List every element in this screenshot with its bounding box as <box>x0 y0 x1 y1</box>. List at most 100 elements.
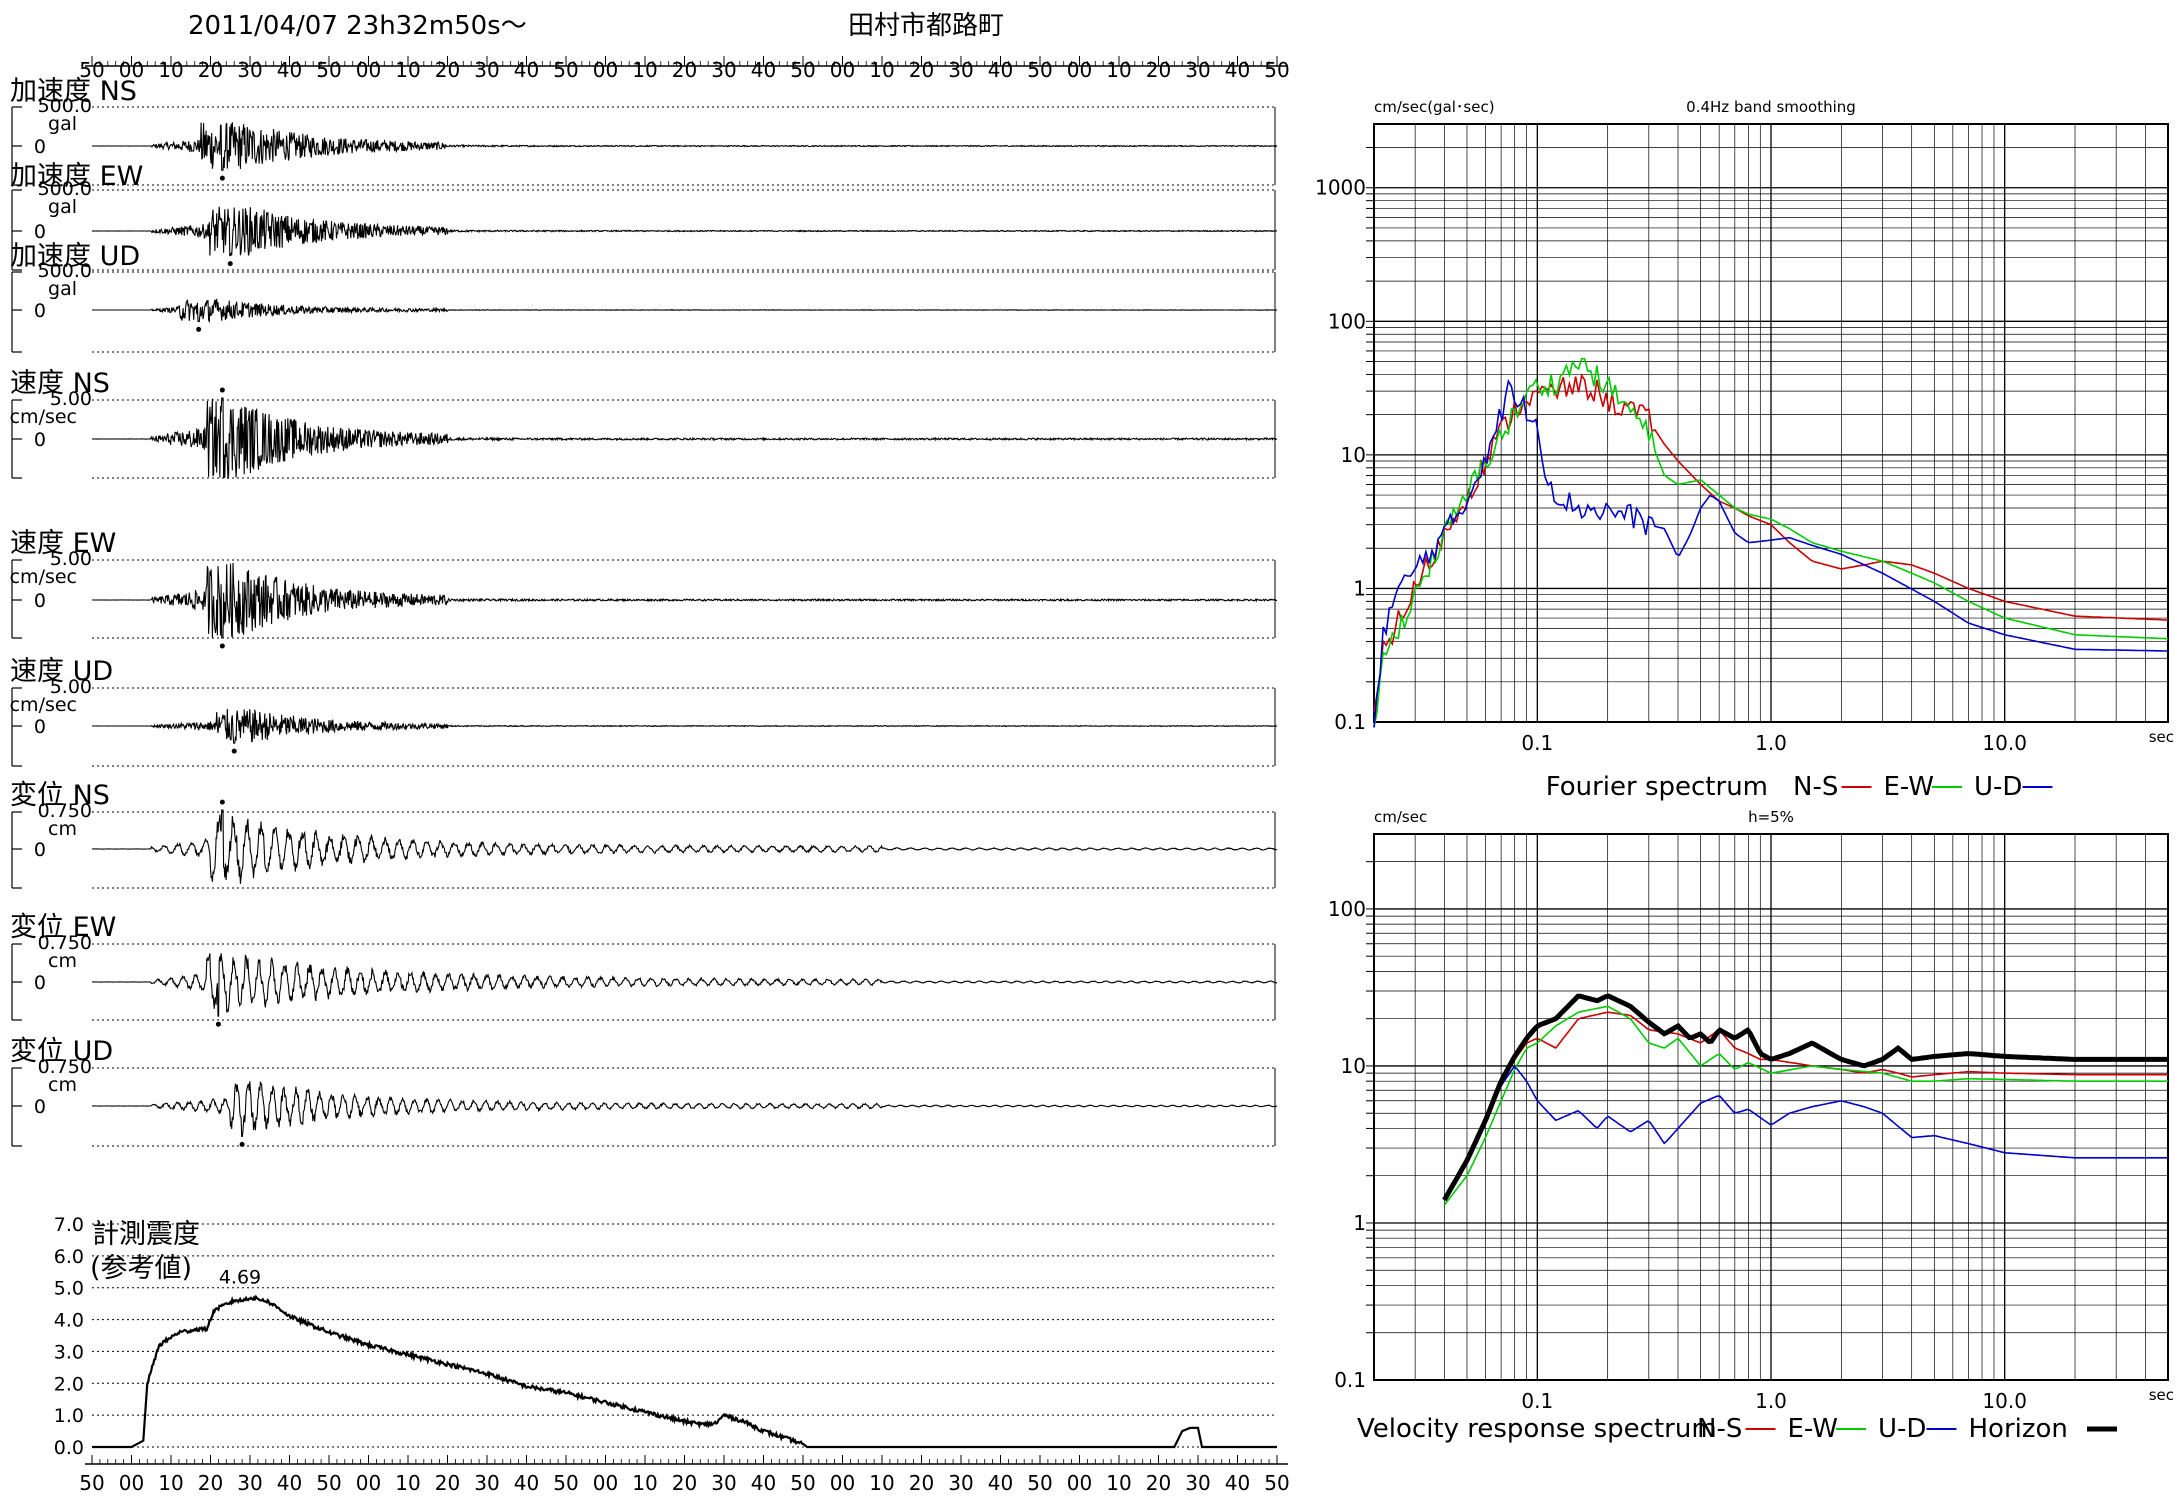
x-unit-label: sec <box>2149 728 2174 746</box>
series-line-n-s <box>1443 1011 2168 1201</box>
scale-unit: cm/sec <box>10 694 77 716</box>
peak-marker <box>196 326 202 332</box>
scale-value: 5.00 <box>50 388 92 410</box>
time-tick-label: 20 <box>909 58 934 82</box>
waveform-trace <box>92 206 1278 257</box>
time-tick-label: 30 <box>237 1471 262 1495</box>
zero-label: 0 <box>34 972 46 994</box>
waveform-trace <box>91 809 1278 884</box>
intensity-peak-label: 4.69 <box>219 1267 261 1289</box>
y-tick-label: 1000 <box>1315 176 1366 200</box>
header-station: 田村市都路町 <box>848 11 1004 41</box>
waveform-trace <box>92 953 1278 1017</box>
time-tick-label: 40 <box>751 58 776 82</box>
series-line-u-d <box>1443 1065 2168 1201</box>
waveform-title: 変位 UD <box>10 1036 113 1067</box>
time-tick-label: 40 <box>277 1471 302 1495</box>
time-tick-label: 10 <box>158 58 183 82</box>
scale-unit: cm <box>48 1074 77 1096</box>
zero-label: 0 <box>34 221 46 243</box>
series-line-horizon <box>1442 993 2168 1202</box>
zero-label: 0 <box>34 716 46 738</box>
waveform-trace <box>92 397 1278 479</box>
peak-marker <box>219 799 225 805</box>
time-tick-label: 10 <box>632 58 657 82</box>
scale-value: 500.0 <box>38 260 92 282</box>
time-tick-label: 50 <box>316 1471 341 1495</box>
x-tick-label: 0.1 <box>1521 731 1553 755</box>
time-tick-label: 30 <box>474 1471 499 1495</box>
legend-label-n-s: N-S <box>1793 772 1838 802</box>
time-tick-label: 30 <box>237 58 262 82</box>
intensity-tick-label: 2.0 <box>54 1373 84 1395</box>
time-tick-label: 00 <box>356 1471 381 1495</box>
time-tick-label: 10 <box>632 1471 657 1495</box>
time-tick-label: 50 <box>790 1471 815 1495</box>
time-tick-label: 40 <box>277 58 302 82</box>
x-tick-label: 0.1 <box>1521 1389 1553 1413</box>
y-tick-label: 100 <box>1328 897 1366 921</box>
time-tick-label: 00 <box>830 58 855 82</box>
intensity-tick-label: 3.0 <box>54 1341 84 1363</box>
scale-value: 0.750 <box>38 932 92 954</box>
y-unit-label: cm/sec(gal･sec) <box>1374 98 1495 116</box>
time-axis-top: 50 00 10 20 30 40 50 00 10 20 30 40 50 00 10 20 30 40 50 00… <box>79 56 1290 82</box>
intensity-tick-label: 7.0 <box>54 1214 84 1236</box>
scale-unit: gal <box>48 113 77 135</box>
legend-label-horizon: Horizon <box>1969 1414 2068 1444</box>
velocity-response-chart: 0.1 1 10 100 0.1 1.0 10.0 sec cm/sec h=5% Velocity… <box>1328 808 2174 1444</box>
peak-marker <box>227 261 233 267</box>
scale-unit: gal <box>48 196 77 218</box>
scale-value: 5.00 <box>50 548 92 570</box>
waveform-title: 加速度 NS <box>10 76 137 107</box>
time-tick-label: 50 <box>316 58 341 82</box>
waveform-title: 速度 EW <box>10 528 116 559</box>
series-line-e-w <box>1373 357 2169 728</box>
time-tick-label: 30 <box>948 1471 973 1495</box>
time-tick-label: 00 <box>593 58 618 82</box>
zero-label: 0 <box>34 590 46 612</box>
waveform-title: 加速度 EW <box>10 161 143 192</box>
waveform-title: 変位 NS <box>10 780 110 811</box>
y-unit-label: cm/sec <box>1374 808 1427 826</box>
time-tick-label: 40 <box>988 1471 1013 1495</box>
waveform-title: 速度 NS <box>10 368 110 399</box>
peak-marker <box>215 1021 221 1027</box>
time-tick-label: 50 <box>79 1471 104 1495</box>
time-tick-label: 10 <box>869 58 894 82</box>
time-tick-label: 30 <box>474 58 499 82</box>
series-line-e-w <box>1443 1005 2168 1206</box>
zero-label: 0 <box>34 839 46 861</box>
chart-top-note: h=5% <box>1748 808 1794 826</box>
time-tick-label: 30 <box>711 58 736 82</box>
peak-marker <box>231 748 237 754</box>
time-tick-label: 00 <box>593 1471 618 1495</box>
time-tick-label: 30 <box>1185 1471 1210 1495</box>
y-tick-label: 10 <box>1341 443 1366 467</box>
intensity-chart: 0.0 1.0 2.0 3.0 4.0 5.0 6.0 7.0 計測震度(参考値) 4.69 <box>54 1214 1277 1459</box>
zero-label: 0 <box>34 300 46 322</box>
time-tick-label: 50 <box>79 58 104 82</box>
time-tick-label: 10 <box>869 1471 894 1495</box>
intensity-subtitle: (参考値) <box>90 1253 192 1284</box>
y-tick-label: 10 <box>1341 1054 1366 1078</box>
time-tick-label: 40 <box>751 1471 776 1495</box>
time-tick-label: 10 <box>158 1471 183 1495</box>
legend-label-e-w: E-W <box>1788 1414 1838 1444</box>
waveform-trace <box>92 298 1278 324</box>
time-tick-label: 40 <box>514 58 539 82</box>
zero-label: 0 <box>34 1096 46 1118</box>
zero-label: 0 <box>34 429 46 451</box>
time-tick-label: 20 <box>672 58 697 82</box>
scale-value: 500.0 <box>38 178 92 200</box>
legend-label-u-d: U-D <box>1878 1414 1926 1444</box>
waveform-trace <box>92 708 1278 744</box>
time-tick-label: 50 <box>1264 58 1289 82</box>
time-tick-label: 30 <box>1185 58 1210 82</box>
x-unit-label: sec <box>2149 1386 2174 1404</box>
